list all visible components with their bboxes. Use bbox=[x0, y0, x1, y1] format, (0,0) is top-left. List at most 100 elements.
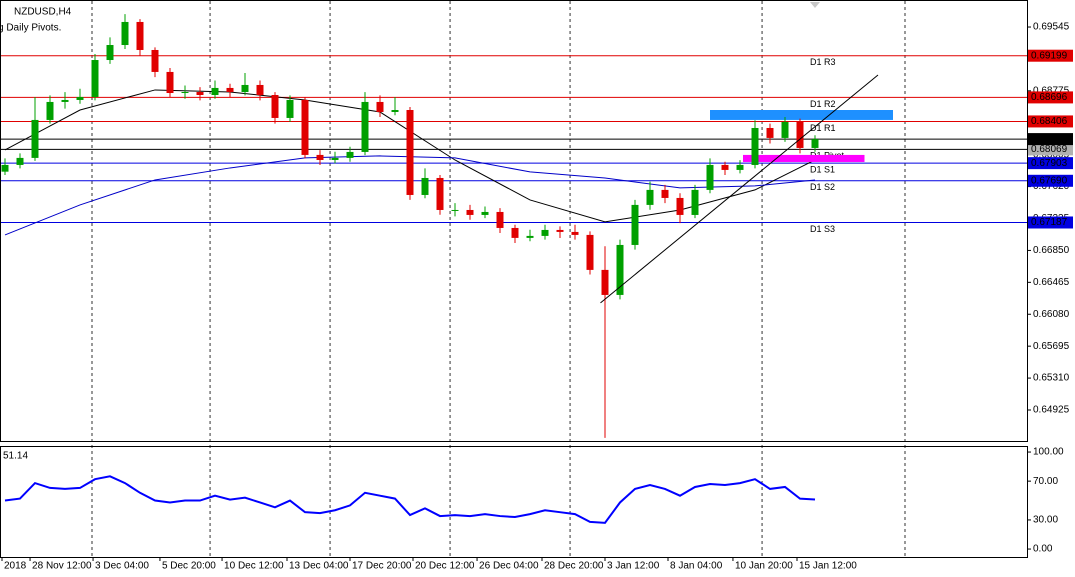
price-label: 0.68696 bbox=[1031, 92, 1068, 103]
candle-body bbox=[781, 121, 789, 138]
rsi-label: 51.14 bbox=[3, 451, 28, 462]
y-tick-label: 0.69545 bbox=[1033, 22, 1070, 33]
rsi-line bbox=[4, 475, 816, 524]
x-tick-label: 5 Dec 20:00 bbox=[162, 561, 216, 572]
candle-body bbox=[436, 177, 444, 210]
candle-body bbox=[796, 121, 804, 148]
rsi-y-tick-label: 70.00 bbox=[1033, 476, 1058, 487]
pivot-name: D1 R2 bbox=[810, 99, 836, 109]
candle-body bbox=[616, 244, 624, 295]
candle-body bbox=[271, 94, 279, 118]
indicator-label: g Daily Pivots. bbox=[0, 23, 61, 34]
y-tick-label: 0.65695 bbox=[1033, 341, 1070, 352]
price-label-box bbox=[1028, 216, 1073, 229]
y-tick-label: 0.68775 bbox=[1033, 85, 1070, 96]
x-tick-label: 3 Dec 04:00 bbox=[95, 561, 149, 572]
current-price-label: 0.68193 bbox=[1031, 134, 1068, 145]
y-tick-label: 0.66465 bbox=[1033, 277, 1070, 288]
x-tick-label: 17 Dec 20:00 bbox=[352, 561, 412, 572]
candle-body bbox=[241, 84, 249, 93]
candle-body bbox=[346, 151, 354, 158]
candle-body bbox=[106, 45, 114, 61]
price-label-box bbox=[1028, 157, 1073, 170]
price-label-box bbox=[1028, 49, 1073, 62]
candle-body bbox=[181, 92, 189, 94]
candle-body bbox=[121, 21, 129, 46]
x-tick-label: 3 Jan 12:00 bbox=[607, 561, 660, 572]
candle-body bbox=[481, 211, 489, 215]
candle-body bbox=[811, 139, 819, 148]
candle-body bbox=[331, 157, 339, 160]
candle-body bbox=[361, 101, 369, 152]
candle-body bbox=[766, 127, 774, 138]
candle-body bbox=[541, 229, 549, 236]
candle-body bbox=[571, 231, 579, 235]
candle-body bbox=[1, 164, 9, 172]
candle-body bbox=[301, 99, 309, 155]
price-label: 0.67903 bbox=[1031, 158, 1068, 169]
chart-title: NZDUSD,H4 bbox=[14, 7, 72, 18]
candle-body bbox=[166, 71, 174, 94]
zone bbox=[710, 110, 893, 120]
candle-body bbox=[391, 110, 399, 112]
candle-body bbox=[706, 164, 714, 190]
shift-marker bbox=[810, 2, 820, 8]
price-label: 0.67187 bbox=[1031, 217, 1068, 228]
zone bbox=[743, 154, 865, 162]
candle-body bbox=[586, 234, 594, 270]
candle-body bbox=[31, 119, 39, 158]
candle-body bbox=[226, 87, 234, 93]
x-tick-label: 2018 bbox=[4, 561, 27, 572]
x-tick-label: 8 Jan 04:00 bbox=[670, 561, 723, 572]
candle-body bbox=[421, 177, 429, 195]
x-tick-label: 10 Jan 20:00 bbox=[735, 561, 793, 572]
candle-body bbox=[136, 21, 144, 50]
candle-body bbox=[451, 209, 459, 211]
y-tick-label: 0.66850 bbox=[1033, 245, 1070, 256]
trendline bbox=[600, 74, 879, 304]
candle-body bbox=[466, 209, 474, 215]
x-tick-label: 10 Dec 12:00 bbox=[224, 561, 284, 572]
candle-body bbox=[736, 164, 744, 170]
candle-body bbox=[286, 99, 294, 118]
pivot-name: D1 R1 bbox=[810, 123, 836, 133]
candle-body bbox=[556, 229, 564, 232]
main-panel-frame bbox=[0, 0, 1028, 442]
x-tick-label: 20 Dec 12:00 bbox=[415, 561, 475, 572]
candle-body bbox=[76, 96, 84, 100]
candle-body bbox=[316, 154, 324, 160]
price-label-box bbox=[1028, 174, 1073, 187]
candle-body bbox=[646, 189, 654, 205]
y-tick-label: 0.65310 bbox=[1033, 373, 1070, 384]
candle-body bbox=[751, 127, 759, 165]
candle-body bbox=[601, 269, 609, 295]
candle-body bbox=[676, 197, 684, 215]
y-tick-label: 0.66080 bbox=[1033, 309, 1070, 320]
x-tick-label: 13 Dec 04:00 bbox=[289, 561, 349, 572]
candle-body bbox=[46, 101, 54, 120]
candle-body bbox=[511, 227, 519, 238]
rsi-y-tick-label: 30.00 bbox=[1033, 515, 1058, 526]
candle-body bbox=[406, 110, 414, 195]
candle-body bbox=[196, 92, 204, 95]
price-label: 0.67690 bbox=[1031, 175, 1068, 186]
x-tick-label: 26 Dec 04:00 bbox=[479, 561, 539, 572]
x-tick-label: 28 Nov 12:00 bbox=[32, 561, 92, 572]
price-label: 0.68069 bbox=[1031, 144, 1068, 155]
price-label-box bbox=[1028, 91, 1073, 104]
x-tick-label: 28 Dec 20:00 bbox=[544, 561, 604, 572]
candle-body bbox=[661, 189, 669, 198]
candle-body bbox=[526, 235, 534, 238]
price-label: 0.69199 bbox=[1031, 50, 1068, 61]
pivot-name: D1 R3 bbox=[810, 57, 836, 67]
pivot-name: D1 S3 bbox=[810, 224, 835, 234]
candle-body bbox=[61, 99, 69, 102]
price-label-box bbox=[1028, 143, 1073, 156]
candle-body bbox=[631, 204, 639, 245]
candle-body bbox=[211, 87, 219, 95]
candle-body bbox=[376, 101, 384, 112]
candle-body bbox=[16, 157, 24, 165]
